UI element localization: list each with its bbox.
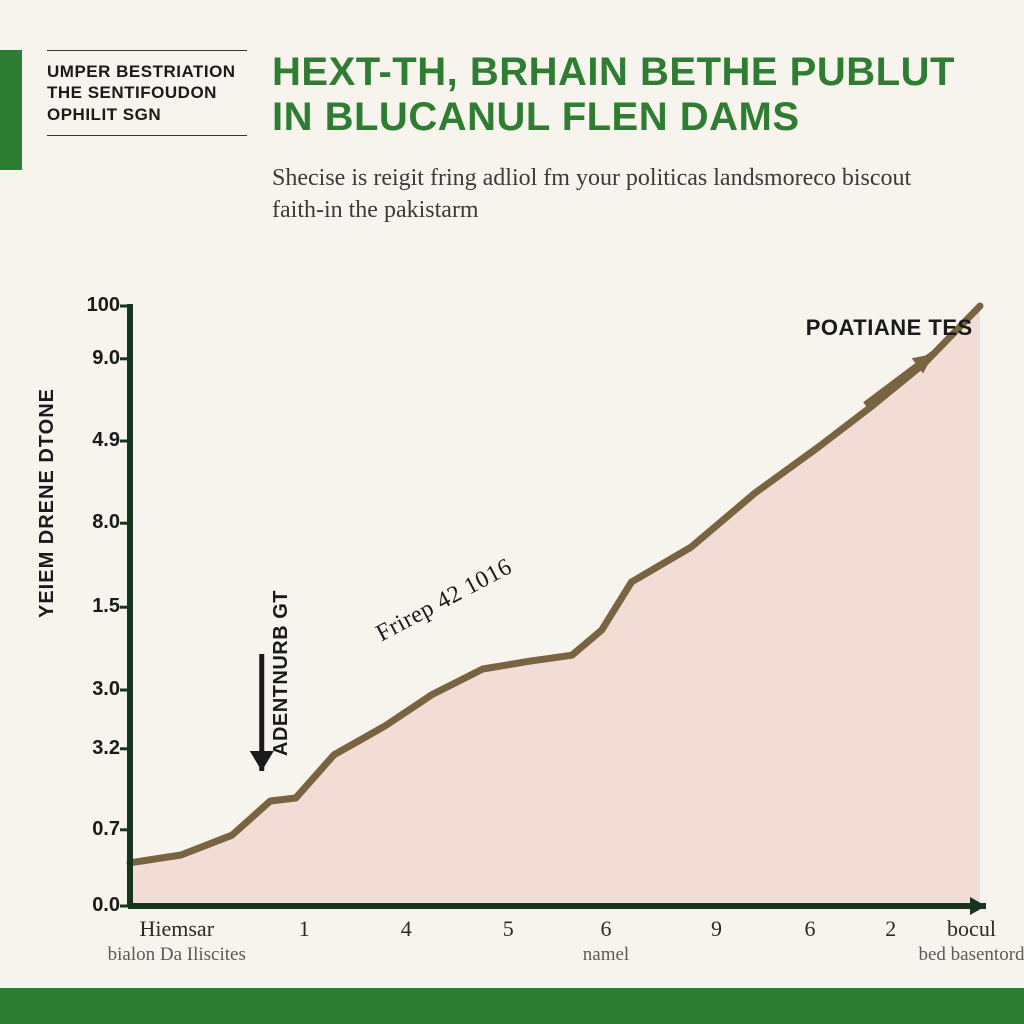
x-tick-label: bocul [947, 916, 996, 942]
y-tick-label: 3.2 [70, 737, 120, 760]
x-tick-label: 6 [805, 916, 816, 942]
x-tick-label: 4 [401, 916, 412, 942]
y-tick-label: 100 [70, 294, 120, 317]
y-tick-label: 4.9 [70, 429, 120, 452]
kicker-line-3: OPHILIT SGN [47, 104, 247, 125]
chart: YEIEM DRENE DTONE 1009.04.98.01.53.03.20… [48, 298, 988, 958]
x-tick-label: 9 [711, 916, 722, 942]
subhead: Shecise is reigit fring adliol fm your p… [272, 162, 912, 227]
x-tick-sublabel: bialon Da Iliscites [108, 944, 246, 966]
headline-line-2: IN BLUCANUL FLEN DAMS [272, 95, 800, 139]
x-tick-sublabel: bed basentord [918, 944, 1024, 966]
y-tick-label: 0.7 [70, 818, 120, 841]
headline: HEXT-TH, BRHAIN BETHE PUBLUT IN BLUCANUL… [272, 50, 964, 140]
headline-column: HEXT-TH, BRHAIN BETHE PUBLUT IN BLUCANUL… [272, 50, 964, 226]
kicker-line-2: THE SENTIFOUDON [47, 82, 247, 103]
y-tick-label: 8.0 [70, 511, 120, 534]
y-axis-label: YEIEM DRENE DTONE [36, 388, 59, 618]
y-tick-label: 0.0 [70, 894, 120, 917]
y-tick-label: 9.0 [70, 347, 120, 370]
x-tick-label: 5 [503, 916, 514, 942]
y-tick-label: 1.5 [70, 595, 120, 618]
x-tick-label: Hiemsar [139, 916, 214, 942]
kicker-line-1: UMPER BESTRIATION [47, 61, 247, 82]
x-tick-label: 1 [299, 916, 310, 942]
header-region: UMPER BESTRIATION THE SENTIFOUDON OPHILI… [0, 0, 1024, 246]
kicker-box: UMPER BESTRIATION THE SENTIFOUDON OPHILI… [47, 50, 247, 136]
y-tick-label: 3.0 [70, 678, 120, 701]
x-tick-label: 6 [601, 916, 612, 942]
headline-line-1: HEXT-TH, BRHAIN BETHE PUBLUT [272, 50, 955, 94]
x-tick-sublabel: namel [583, 944, 629, 966]
annotation-right-label: POATIANE TES [806, 315, 973, 341]
annotation-left-vertical: ADENTNURB GT [270, 590, 293, 756]
accent-bar [0, 50, 22, 170]
chart-svg [48, 298, 988, 958]
footer-bar [0, 988, 1024, 1024]
x-tick-label: 2 [885, 916, 896, 942]
